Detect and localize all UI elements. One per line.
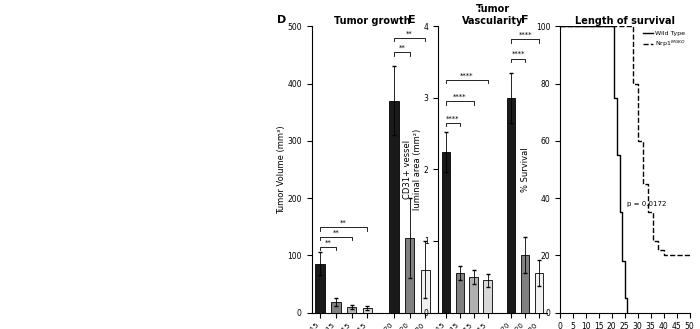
Text: **: **	[332, 230, 340, 236]
Bar	[331, 302, 341, 313]
Bar	[535, 273, 543, 313]
Bar	[363, 308, 372, 313]
Bar	[442, 152, 450, 313]
Bar	[470, 277, 478, 313]
Bar	[346, 307, 356, 313]
Title: Tumor growth: Tumor growth	[335, 15, 411, 26]
Bar	[389, 101, 399, 313]
Text: **: **	[406, 30, 413, 36]
Text: B: B	[302, 8, 311, 18]
Bar	[507, 98, 515, 313]
Text: ****: ****	[453, 94, 466, 100]
Y-axis label: % Survival: % Survival	[522, 147, 530, 192]
Text: **: **	[325, 239, 331, 245]
Text: ****: ****	[512, 51, 525, 57]
Text: A: A	[4, 8, 12, 18]
Text: F: F	[521, 15, 528, 25]
Text: **: **	[398, 45, 405, 51]
Bar	[421, 270, 430, 313]
Bar	[316, 264, 325, 313]
Text: ****: ****	[446, 115, 460, 121]
Text: C: C	[474, 8, 482, 18]
Text: E: E	[408, 15, 415, 25]
Bar	[405, 238, 414, 313]
Y-axis label: CD31+ vessel
luminal area (mm²): CD31+ vessel luminal area (mm²)	[402, 129, 422, 210]
Text: ****: ****	[519, 32, 532, 38]
Legend: Wild Type, Nrp1$^{MGKO}$: Wild Type, Nrp1$^{MGKO}$	[642, 29, 687, 51]
Bar	[484, 280, 492, 313]
Y-axis label: Tumor Volume (mm³): Tumor Volume (mm³)	[276, 125, 286, 214]
Title: Length of survival: Length of survival	[575, 15, 675, 26]
Bar	[521, 255, 529, 313]
Text: p = 0.0172: p = 0.0172	[627, 201, 666, 207]
Text: D: D	[277, 15, 286, 25]
Text: ****: ****	[460, 73, 473, 79]
Bar	[456, 273, 464, 313]
Title: Tumor
Vascularity: Tumor Vascularity	[462, 4, 523, 26]
Text: **: **	[340, 220, 347, 226]
